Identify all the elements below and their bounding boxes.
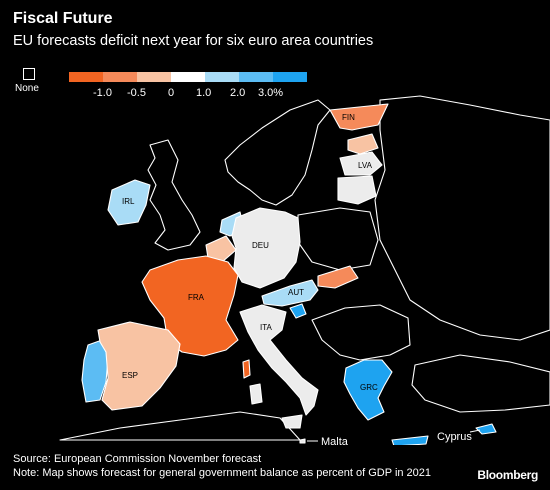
- east-europe-shape: [374, 95, 550, 341]
- country-italy: [239, 304, 319, 416]
- country-ireland: [107, 179, 151, 226]
- label-irl: IRL: [122, 197, 135, 206]
- north-africa-shape: [59, 411, 301, 441]
- country-estonia: [347, 133, 379, 155]
- legend-none-swatch: [23, 68, 35, 80]
- country-belgium: [205, 235, 237, 263]
- poland-shape: [297, 207, 379, 271]
- cyprus-leader-line: [469, 429, 481, 433]
- label-esp: ESP: [122, 371, 138, 380]
- country-malta: [299, 438, 306, 444]
- source-note: Source: European Commission November for…: [13, 453, 262, 465]
- legend-swatch-6: [239, 72, 273, 82]
- turkey-shape: [411, 354, 550, 413]
- country-lithuania: [337, 175, 377, 205]
- legend-swatch-1: [69, 72, 103, 82]
- country-corsica: [242, 359, 251, 379]
- label-malta: Malta: [321, 436, 349, 445]
- country-greece: [343, 359, 393, 421]
- chart-title: Fiscal Future: [13, 10, 113, 27]
- country-cyprus: [475, 423, 497, 435]
- label-aut: AUT: [288, 288, 304, 297]
- country-slovakia: [317, 265, 359, 289]
- legend-none-label: None: [15, 83, 39, 94]
- label-ita: ITA: [260, 323, 273, 332]
- chart-subtitle: EU forecasts deficit next year for six e…: [13, 33, 374, 49]
- country-austria: [261, 279, 319, 307]
- legend-swatch-7: [273, 72, 307, 82]
- legend-swatch-2: [103, 72, 137, 82]
- legend-tick: -0.5: [127, 87, 146, 99]
- label-fin: FIN: [342, 113, 355, 122]
- legend-swatch-3: [137, 72, 171, 82]
- legend-swatch-4: [171, 72, 205, 82]
- country-germany: [231, 207, 301, 289]
- label-grc: GRC: [360, 383, 378, 392]
- legend-color-scale: [69, 72, 307, 82]
- legend-swatch-5: [205, 72, 239, 82]
- label-fra: FRA: [188, 293, 205, 302]
- label-lva: LVA: [358, 161, 373, 170]
- legend-tick: 2.0: [230, 87, 246, 99]
- uk-shape: [147, 139, 201, 251]
- country-slovenia: [289, 303, 307, 319]
- scandinavia-shape: [224, 99, 331, 206]
- footnote: Note: Map shows forecast for general gov…: [13, 467, 432, 479]
- label-cyprus: Cyprus: [437, 431, 472, 443]
- country-spain: [97, 321, 181, 411]
- country-sardinia: [249, 383, 263, 405]
- country-sicily: [281, 414, 303, 429]
- legend-tick: 3.0%: [258, 87, 284, 99]
- bloomberg-logo: Bloomberg: [477, 468, 538, 482]
- europe-map: FIN LVA IRL DEU FRA AUT ITA ESP GRC Malt…: [59, 95, 550, 445]
- label-deu: DEU: [252, 241, 269, 250]
- country-latvia: [339, 151, 383, 176]
- legend-tick: 0: [168, 87, 175, 99]
- legend-tick: -1.0: [93, 87, 112, 99]
- balkans-shape: [311, 304, 411, 361]
- country-france: [141, 255, 239, 357]
- country-crete: [391, 435, 429, 445]
- legend-tick: 1.0: [196, 87, 212, 99]
- country-finland: [329, 103, 389, 131]
